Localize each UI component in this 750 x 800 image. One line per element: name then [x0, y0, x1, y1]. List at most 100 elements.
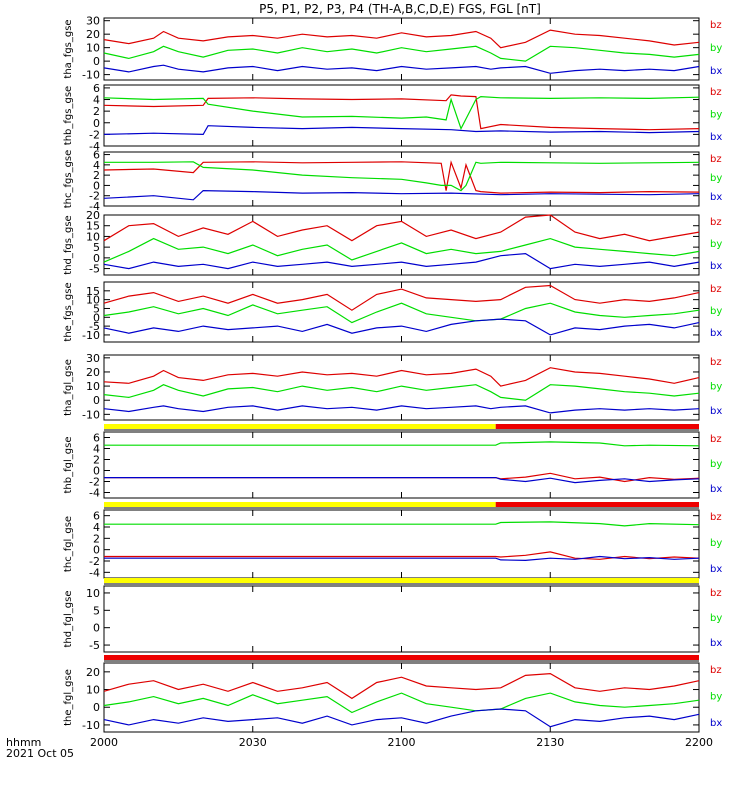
y-tick-label: 6: [93, 149, 100, 162]
legend-by: by: [710, 306, 722, 317]
y-tick-label: -5: [89, 320, 100, 333]
y-axis-label: thd_fgs_gse: [63, 215, 74, 274]
y-tick-label: 10: [86, 294, 100, 307]
legend-by: by: [710, 692, 722, 703]
y-tick-label: 15: [86, 220, 100, 233]
series-bz-line: [103, 214, 700, 242]
y-axis-label: thc_fgs_gse: [63, 150, 74, 209]
y-tick-label: -4: [89, 487, 100, 500]
y-tick-label: 0: [93, 544, 100, 557]
legend-bx: bx: [710, 192, 722, 203]
y-tick-label: -2: [89, 476, 100, 489]
x-tick-label: 2130: [536, 736, 564, 749]
y-tick-label: 0: [93, 117, 100, 130]
series-bx-line: [104, 477, 700, 484]
y-tick-label: 0: [93, 701, 100, 714]
y-tick-label: 20: [86, 666, 100, 679]
y-axis-label: thd_fgl_gse: [63, 591, 74, 648]
y-tick-label: -2: [89, 555, 100, 568]
legend-by: by: [710, 382, 722, 393]
y-tick-label: 5: [93, 241, 100, 254]
y-tick-label: 2: [93, 532, 100, 545]
series-bx-line: [103, 125, 700, 136]
x-axis: 2000 2030 2100 2130 2200: [90, 736, 713, 749]
legend-bz: bz: [710, 357, 722, 368]
y-axis-label: thb_fgl_gse: [63, 437, 74, 494]
y-tick-label: -10: [82, 408, 100, 421]
y-axis-label: thc_fgl_gse: [63, 516, 74, 572]
series-bx-line: [103, 64, 700, 74]
legend-bz: bz: [710, 284, 722, 295]
legend-bz: bz: [710, 588, 722, 599]
legend-by: by: [710, 538, 722, 549]
series-by-line: [103, 302, 700, 324]
y-axis-label: the_fgl_gse: [63, 669, 74, 726]
series-bx-line: [104, 555, 700, 562]
series-by-line: [103, 45, 700, 62]
y-tick-label: 0: [93, 394, 100, 407]
y-tick-label: 0: [93, 465, 100, 478]
legend-bx: bx: [710, 718, 722, 729]
date-label: 2021 Oct 05: [6, 747, 74, 760]
legend-by: by: [710, 613, 722, 624]
y-tick-label: -10: [82, 719, 100, 732]
legend-bz: bz: [710, 665, 722, 676]
panel-frame: [103, 281, 700, 343]
data-availability-bar: [104, 502, 496, 507]
legend-bx: bx: [710, 328, 722, 339]
y-tick-label: 30: [86, 15, 100, 28]
series-bz-line: [103, 367, 700, 387]
legend-bz: bz: [710, 512, 722, 523]
series-by-line: [103, 95, 700, 131]
panel-frame: [103, 509, 700, 579]
legend-by: by: [710, 459, 722, 470]
y-axis-label: tha_fgl_gse: [63, 359, 74, 416]
x-tick-label: 2100: [388, 736, 416, 749]
y-tick-label: 4: [93, 94, 100, 107]
y-axis-label: the_fgs_gse: [63, 282, 74, 341]
y-tick-label: 0: [93, 55, 100, 68]
y-tick-label: 4: [93, 443, 100, 456]
series-bx-line: [103, 252, 700, 270]
plot-title: P5, P1, P2, P3, P4 (TH-A,B,C,D,E) FGS, F…: [259, 2, 541, 16]
y-tick-label: 6: [93, 432, 100, 445]
series-bz-line: [103, 672, 700, 700]
y-tick-label: 2: [93, 105, 100, 118]
panel-frame: [103, 431, 700, 499]
series-bz-line: [103, 160, 700, 194]
series-by-line: [103, 237, 700, 263]
y-tick-label: 10: [86, 380, 100, 393]
y-axis-label: thb_fgs_gse: [63, 86, 74, 145]
legend-by: by: [710, 173, 722, 184]
y-tick-label: 5: [93, 604, 100, 617]
y-tick-label: 10: [86, 587, 100, 600]
y-tick-label: 2: [93, 454, 100, 467]
y-tick-label: 0: [93, 311, 100, 324]
y-tick-label: 20: [86, 28, 100, 41]
series-by-line: [104, 441, 700, 447]
legend-bx: bx: [710, 406, 722, 417]
y-tick-label: 10: [86, 42, 100, 55]
y-tick-label: 6: [93, 82, 100, 95]
series-bz-line: [103, 29, 700, 49]
legend-by: by: [710, 110, 722, 121]
series-bz-line: [103, 94, 700, 131]
legend-bx: bx: [710, 638, 722, 649]
data-availability-bar: [104, 578, 699, 583]
y-tick-label: -2: [89, 190, 100, 203]
y-tick-label: -4: [89, 140, 100, 153]
panel-the_fgl_gse: 20 10 0 -10 the_fgl_gse bz by bx: [63, 655, 722, 733]
series-bx-line: [103, 405, 700, 414]
y-tick-label: 0: [93, 252, 100, 265]
legend-bz: bz: [710, 217, 722, 228]
panel-frame: [103, 662, 700, 733]
series-bx-line: [103, 708, 700, 728]
series-by-line: [104, 521, 700, 527]
x-tick-label: 2200: [685, 736, 713, 749]
y-tick-label: 15: [86, 285, 100, 298]
